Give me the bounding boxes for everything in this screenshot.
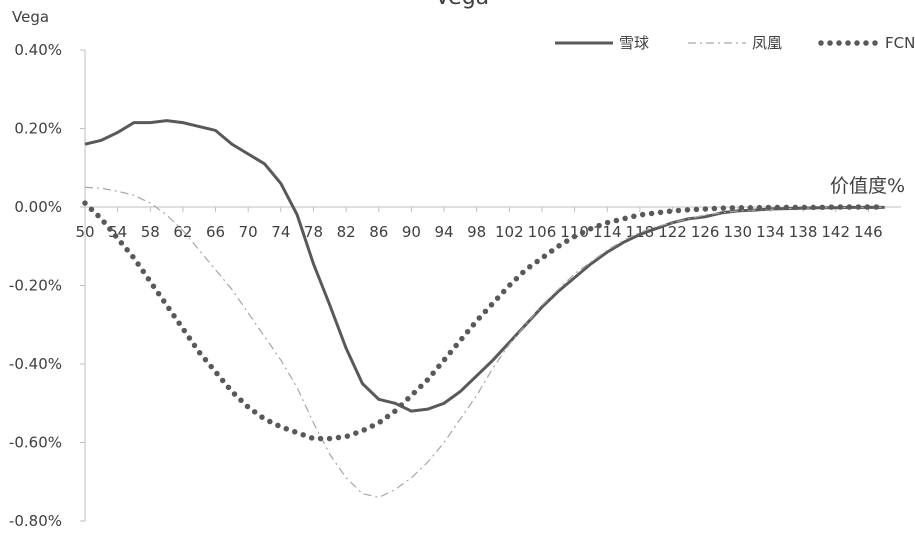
y-tick-label: 0.20% [14,120,62,138]
x-tick-label: 102 [495,223,524,241]
x-tick-label: 142 [821,223,850,241]
x-tick-label: 86 [369,223,388,241]
x-tick-label: 130 [723,223,752,241]
x-tick-label: 110 [560,223,589,241]
series-line [84,119,885,413]
x-tick-label: 134 [756,223,785,241]
y-tick-label: -0.20% [9,277,62,295]
legend-label: 凤凰 [752,34,782,52]
x-tick-label: 126 [691,223,720,241]
y-tick-label: -0.60% [9,434,62,452]
x-tick-label: 94 [434,223,453,241]
x-tick-label: 70 [239,223,258,241]
x-tick-label: 82 [337,223,356,241]
legend-label: FCN [885,34,915,52]
y-tick-label: -0.80% [9,512,62,530]
x-tick-label: 106 [528,223,557,241]
x-tick-label: 90 [402,223,421,241]
x-axis-label: 价值度% [830,175,905,197]
y-tick-label: -0.40% [9,355,62,373]
x-tick-label: 122 [658,223,687,241]
y-tick-label: 0.40% [14,41,62,59]
y-axis-label: Vega [12,8,49,26]
x-tick-label: 54 [108,223,127,241]
x-tick-label: 98 [467,223,486,241]
x-tick-label: 78 [304,223,323,241]
x-tick-label: 146 [854,223,883,241]
x-tick-label: 74 [271,223,290,241]
series-line [82,200,888,442]
y-tick-label: 0.00% [14,198,62,216]
x-tick-label: 50 [75,223,94,241]
x-tick-label: 62 [173,223,192,241]
legend-label: 雪球 [619,34,649,52]
x-tick-label: 66 [206,223,225,241]
x-tick-label: 58 [141,223,160,241]
chart-title: Vega [435,0,489,10]
x-tick-label: 138 [789,223,818,241]
